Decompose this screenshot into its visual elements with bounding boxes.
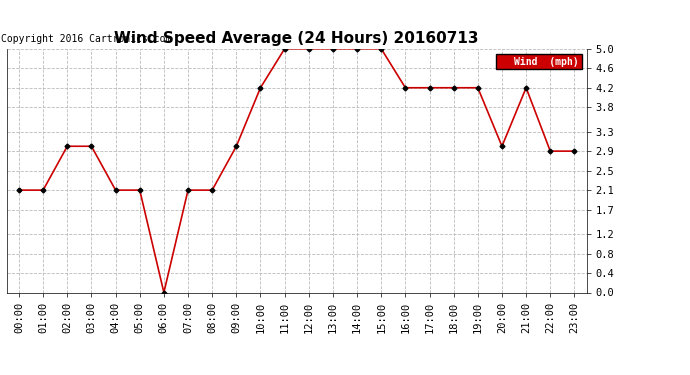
- Text: Copyright 2016 Cartronics.com: Copyright 2016 Cartronics.com: [1, 34, 172, 44]
- Legend: Wind  (mph): Wind (mph): [495, 54, 582, 69]
- Title: Wind Speed Average (24 Hours) 20160713: Wind Speed Average (24 Hours) 20160713: [115, 31, 479, 46]
